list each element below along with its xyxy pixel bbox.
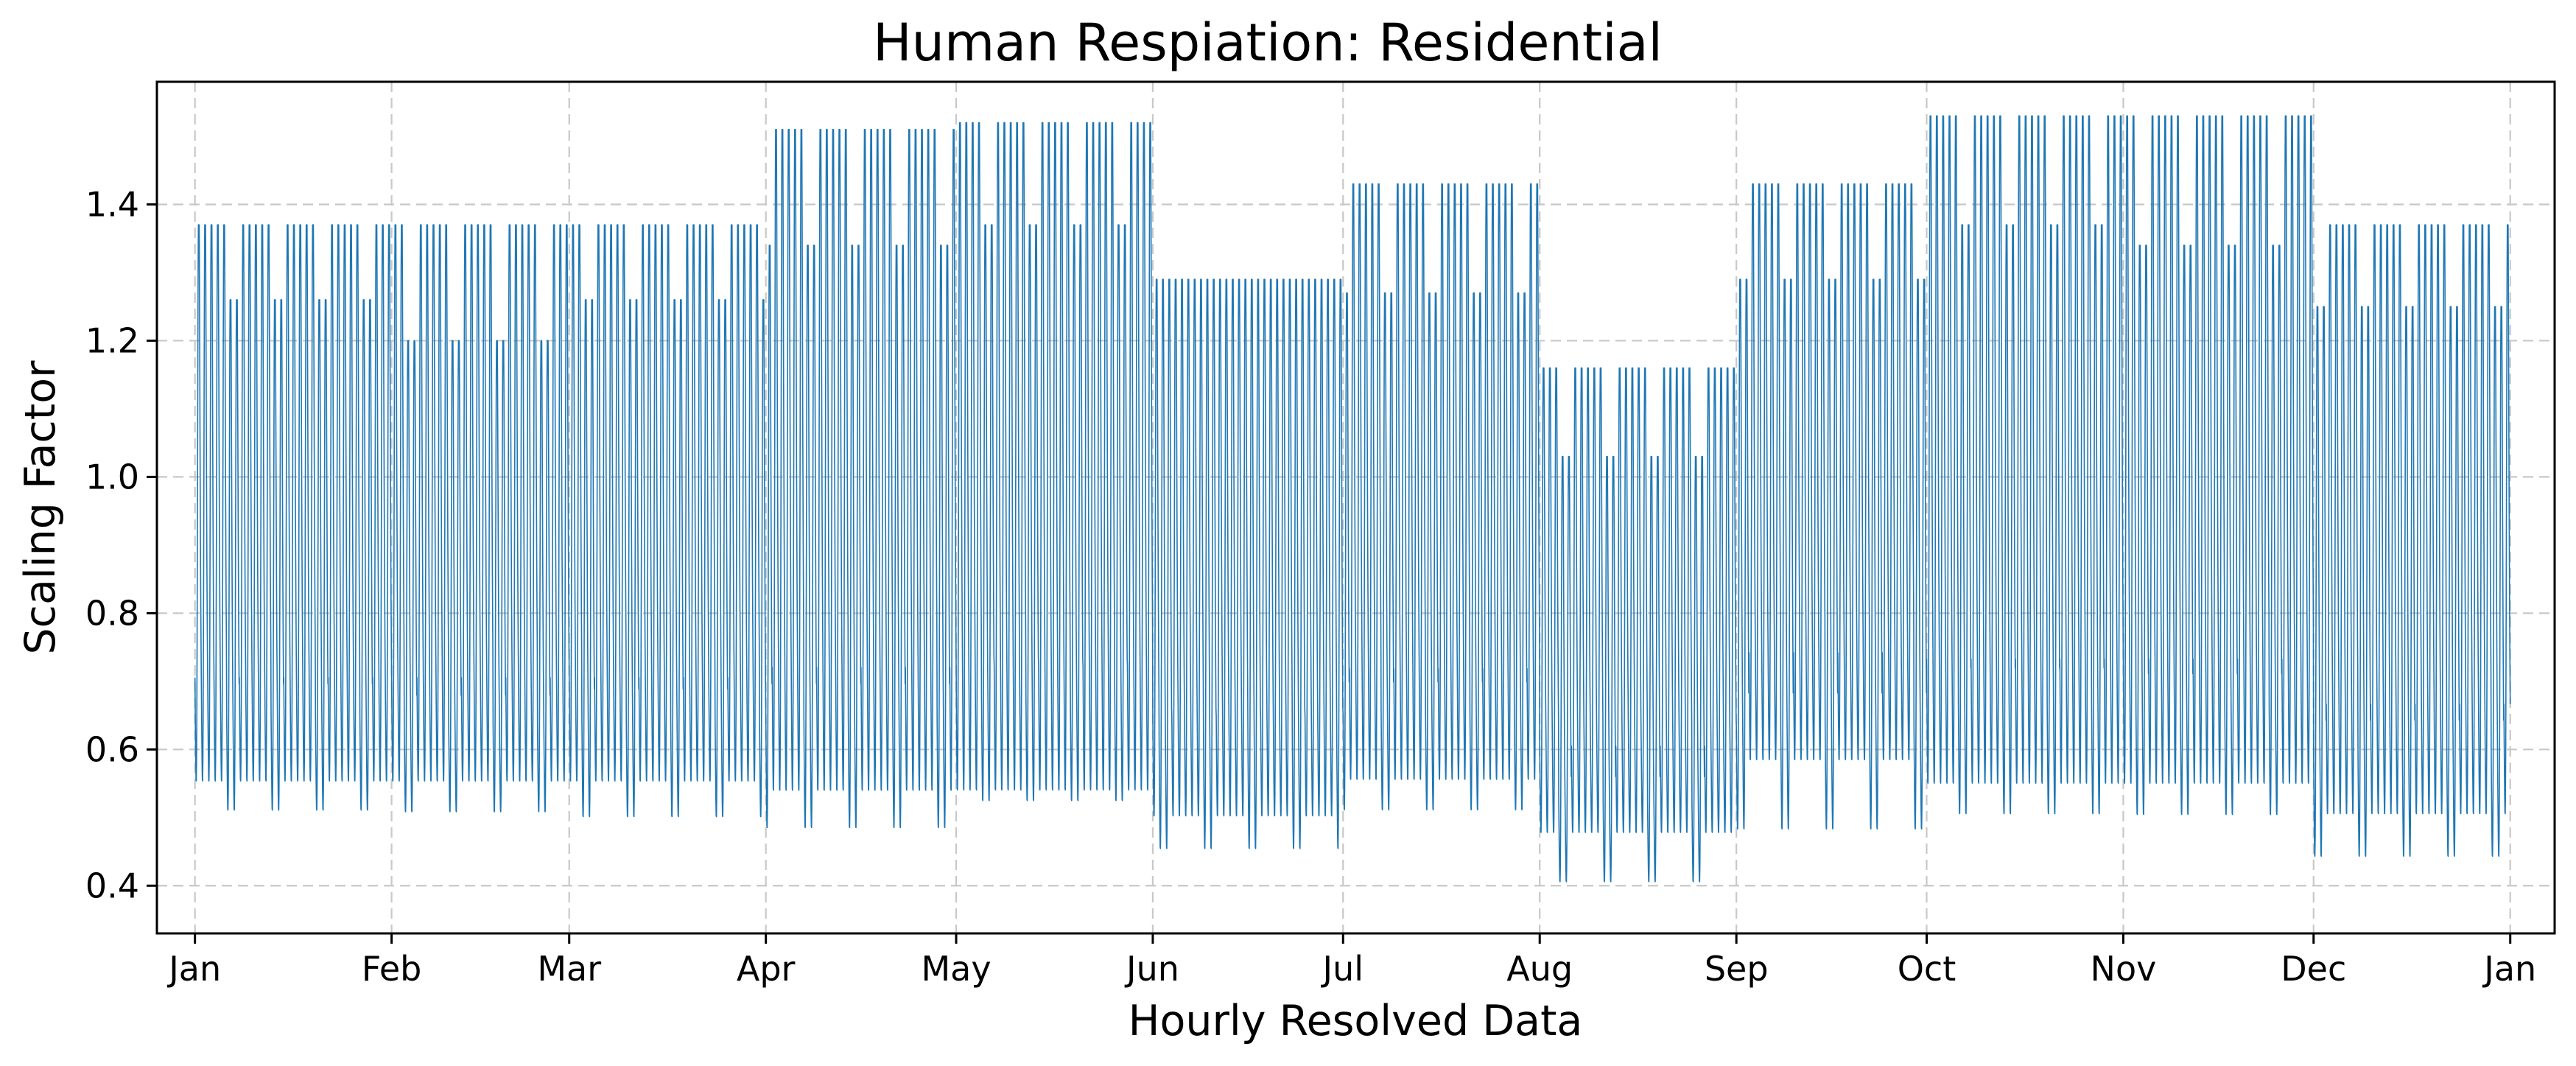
x-tick-label: Jul <box>1321 949 1364 989</box>
y-tick-label: 0.6 <box>85 729 139 769</box>
x-tick-label: Sep <box>1705 949 1769 989</box>
x-tick-label: Oct <box>1898 949 1956 989</box>
x-tick-label: Jan <box>2482 949 2536 989</box>
x-tick-label: Aug <box>1506 949 1573 989</box>
y-tick-label: 0.8 <box>85 593 139 633</box>
series-line <box>194 115 2511 883</box>
y-axis-label: Scaling Factor <box>16 360 65 655</box>
x-tick-label: Apr <box>737 949 796 989</box>
y-tick-label: 0.4 <box>85 866 139 905</box>
x-tick-label: Mar <box>537 949 601 989</box>
x-tick-label: Jan <box>166 949 221 989</box>
x-tick-label: Nov <box>2091 949 2157 989</box>
chart-title: Human Respiation: Residential <box>873 13 1663 73</box>
plot-frame <box>155 80 2556 935</box>
x-tick-label: Feb <box>362 949 421 989</box>
x-tick-label: May <box>921 949 991 989</box>
x-ticks: Jan Feb Mar Apr May Jun Jul Aug Sep Oct Nov Dec Jan <box>166 933 2536 989</box>
x-axis-label: Hourly Resolved Data <box>1129 997 1583 1045</box>
x-tick-label: Jun <box>1124 949 1179 989</box>
y-tick-label: 1.0 <box>85 457 139 497</box>
grid-x <box>194 82 2511 933</box>
y-tick-label: 1.4 <box>85 184 139 224</box>
y-tick-label: 1.2 <box>85 320 139 360</box>
x-tick-label: Dec <box>2281 949 2346 989</box>
y-ticks: 0.4 0.6 0.8 1.0 1.2 1.4 <box>85 184 157 905</box>
